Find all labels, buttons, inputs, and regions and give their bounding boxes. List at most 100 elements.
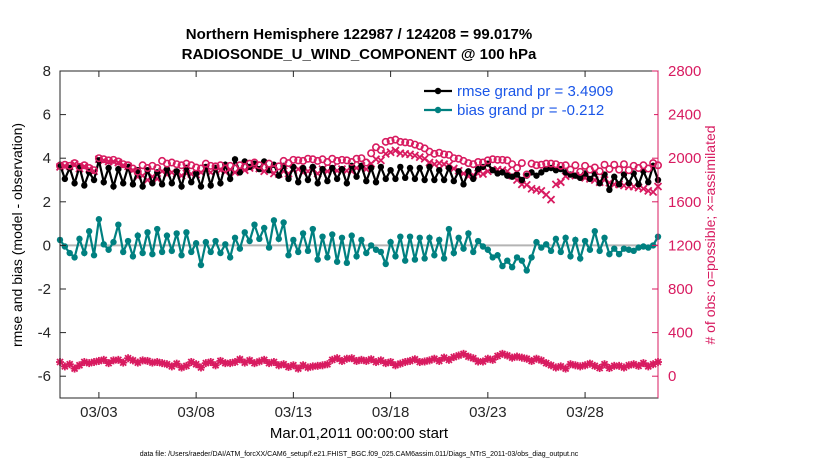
- rmse-point: [319, 165, 326, 173]
- rmse-point: [309, 163, 317, 171]
- x-tick-label: 03/03: [80, 404, 118, 421]
- rmse-point: [120, 180, 127, 187]
- bias-point: [246, 237, 253, 245]
- bias-point: [474, 237, 482, 245]
- bias-point: [231, 234, 239, 241]
- obs-possible-marker: [556, 161, 565, 170]
- rmse-point: [436, 166, 443, 174]
- bias-point: [95, 216, 103, 223]
- obs-possible-marker: [172, 160, 181, 169]
- bias-point: [426, 234, 433, 241]
- rmse-point: [217, 180, 224, 187]
- bias-series-layer: [56, 216, 662, 274]
- legend-entry-label: bias grand pr = -0.212: [457, 102, 604, 119]
- rmse-point: [231, 156, 239, 163]
- rmse-point: [426, 163, 433, 171]
- bias-point: [188, 248, 195, 256]
- obs-possible-marker: [576, 167, 585, 176]
- bias-point: [85, 228, 93, 235]
- rmse-point: [416, 164, 423, 172]
- rmse-point: [508, 173, 516, 180]
- bias-point: [596, 247, 603, 255]
- bias-point: [348, 232, 355, 239]
- bias-point: [372, 246, 380, 253]
- bias-point: [436, 236, 443, 244]
- bias-point: [494, 252, 501, 259]
- obs-possible-marker: [435, 148, 444, 157]
- rmse-point: [533, 172, 540, 179]
- obs-possible-marker: [206, 161, 215, 170]
- obs-possible-marker: [265, 159, 274, 168]
- bias-point: [144, 229, 151, 236]
- obs-possible-marker: [595, 167, 604, 176]
- legend-background: [418, 78, 654, 120]
- rmse-point: [586, 175, 594, 183]
- bias-point: [251, 221, 258, 228]
- bias-point: [572, 236, 579, 244]
- data-file-footnote: data file: /Users/raeder/DAI/ATM_forcXX/…: [139, 451, 579, 458]
- bias-point: [465, 230, 472, 237]
- rmse-point: [406, 164, 414, 172]
- y-tick-label-left: -4: [38, 325, 51, 342]
- bias-point: [241, 229, 248, 236]
- rmse-point: [474, 165, 482, 173]
- y-tick-label-right: 0: [668, 368, 676, 385]
- rmse-point: [314, 180, 321, 187]
- obs-possible-marker: [517, 159, 526, 168]
- rmse-point: [295, 178, 302, 186]
- rmse-point: [110, 183, 117, 190]
- bias-point: [431, 252, 438, 259]
- bias-point: [105, 246, 112, 253]
- rmse-point: [353, 173, 360, 180]
- chart-title: Northern Hemisphere 122987 / 124208 = 99…: [185, 26, 533, 43]
- obs-possible-marker: [522, 170, 531, 179]
- obs-possible-marker: [386, 136, 395, 145]
- bias-point: [542, 241, 550, 248]
- bias-point: [81, 249, 88, 257]
- obs-possible-marker: [235, 161, 244, 170]
- obs-possible-marker: [192, 163, 201, 172]
- bias-point: [499, 262, 506, 270]
- rmse-point: [387, 166, 394, 174]
- bias-point: [173, 230, 180, 237]
- bias-point: [577, 255, 584, 262]
- bias-point: [236, 245, 244, 252]
- bias-point: [192, 240, 200, 247]
- rmse-point: [625, 180, 633, 187]
- bias-point: [460, 245, 467, 252]
- obs-possible-marker: [605, 165, 614, 174]
- bias-point: [61, 243, 69, 250]
- bias-point: [518, 257, 526, 264]
- rmse-point: [577, 174, 584, 182]
- obs-possible-marker: [449, 154, 458, 163]
- bias-point: [314, 256, 321, 263]
- rmse-point: [173, 168, 180, 175]
- bias-point: [363, 249, 370, 257]
- rmse-point: [149, 180, 156, 187]
- bias-point: [124, 237, 132, 245]
- obs-possible-marker: [70, 159, 79, 168]
- x-tick-label: 03/18: [372, 404, 410, 421]
- bias-point: [149, 250, 156, 258]
- bias-point: [324, 254, 331, 261]
- bias-point: [76, 235, 83, 243]
- rmse-point: [460, 181, 467, 188]
- obs-possible-marker: [381, 137, 390, 146]
- obs-lower-marker: [600, 360, 609, 369]
- rmse-point: [188, 178, 195, 186]
- obs-possible-marker: [94, 154, 103, 163]
- bias-point: [620, 245, 628, 252]
- rmse-point: [226, 175, 234, 183]
- bias-point: [120, 248, 127, 256]
- obs-possible-marker: [60, 160, 69, 169]
- bias-point: [158, 248, 166, 256]
- rmse-point: [596, 180, 603, 187]
- bias-point: [270, 217, 278, 224]
- obs-lower-marker: [269, 358, 278, 367]
- bias-point: [295, 248, 302, 256]
- rmse-point: [465, 168, 472, 175]
- bias-point: [645, 244, 652, 251]
- bias-line: [59, 218, 659, 274]
- obs-possible-marker: [644, 164, 653, 173]
